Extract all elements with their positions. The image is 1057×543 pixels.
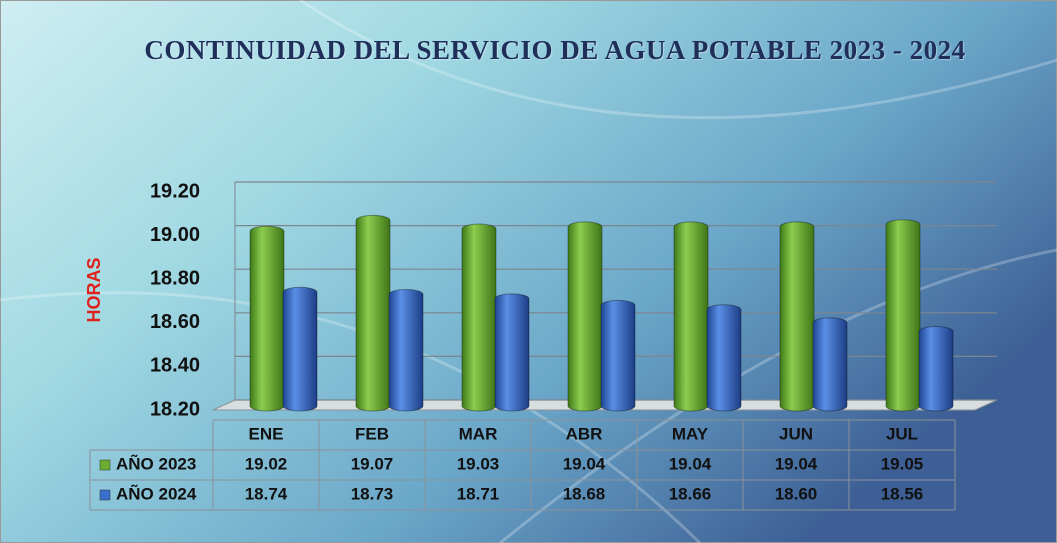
y-tick-label: 19.20 — [150, 180, 200, 202]
bar — [706, 304, 742, 412]
y-tick-label: 18.20 — [150, 398, 200, 420]
data-label: 19.04 — [775, 454, 818, 473]
data-label: 18.56 — [881, 484, 924, 503]
x-tick-label: FEB — [355, 424, 389, 443]
bar — [249, 225, 285, 412]
bar — [885, 219, 921, 412]
data-label: 18.73 — [351, 484, 394, 503]
bar — [461, 223, 497, 412]
legend-swatch — [99, 489, 111, 501]
x-tick-label: ENE — [249, 424, 284, 443]
bar — [600, 299, 636, 412]
legend-label: AÑO 2023 — [116, 453, 196, 473]
y-tick-label: 18.40 — [150, 355, 200, 377]
x-tick-label: ABR — [566, 424, 603, 443]
bar — [355, 214, 391, 412]
x-tick-label: MAY — [672, 424, 709, 443]
bar — [812, 317, 848, 412]
data-label: 19.04 — [563, 454, 606, 473]
data-label: 19.02 — [245, 454, 288, 473]
y-tick-label: 18.80 — [150, 267, 200, 289]
bar — [779, 221, 815, 412]
data-label: 18.60 — [775, 484, 818, 503]
y-tick-label: 18.60 — [150, 311, 200, 333]
data-label: 18.71 — [457, 484, 500, 503]
data-label: 19.07 — [351, 454, 394, 473]
bar — [282, 286, 318, 412]
y-tick-label: 19.00 — [150, 224, 200, 246]
bar — [494, 293, 530, 412]
bar — [567, 221, 603, 412]
legend-label: AÑO 2024 — [116, 483, 197, 503]
data-label: 19.03 — [457, 454, 500, 473]
x-tick-label: MAR — [459, 424, 498, 443]
y-axis-label: HORAS — [84, 257, 104, 322]
bar — [388, 288, 424, 412]
x-tick-label: JUL — [886, 424, 918, 443]
data-label: 18.68 — [563, 484, 606, 503]
data-label: 18.66 — [669, 484, 712, 503]
legend-swatch — [99, 459, 111, 471]
bar — [673, 221, 709, 412]
bar — [918, 326, 954, 412]
data-label: 19.04 — [669, 454, 712, 473]
data-label: 19.05 — [881, 454, 924, 473]
x-tick-label: JUN — [779, 424, 813, 443]
chart-title: CONTINUIDAD DEL SERVICIO DE AGUA POTABLE… — [144, 35, 966, 65]
data-label: 18.74 — [245, 484, 288, 503]
